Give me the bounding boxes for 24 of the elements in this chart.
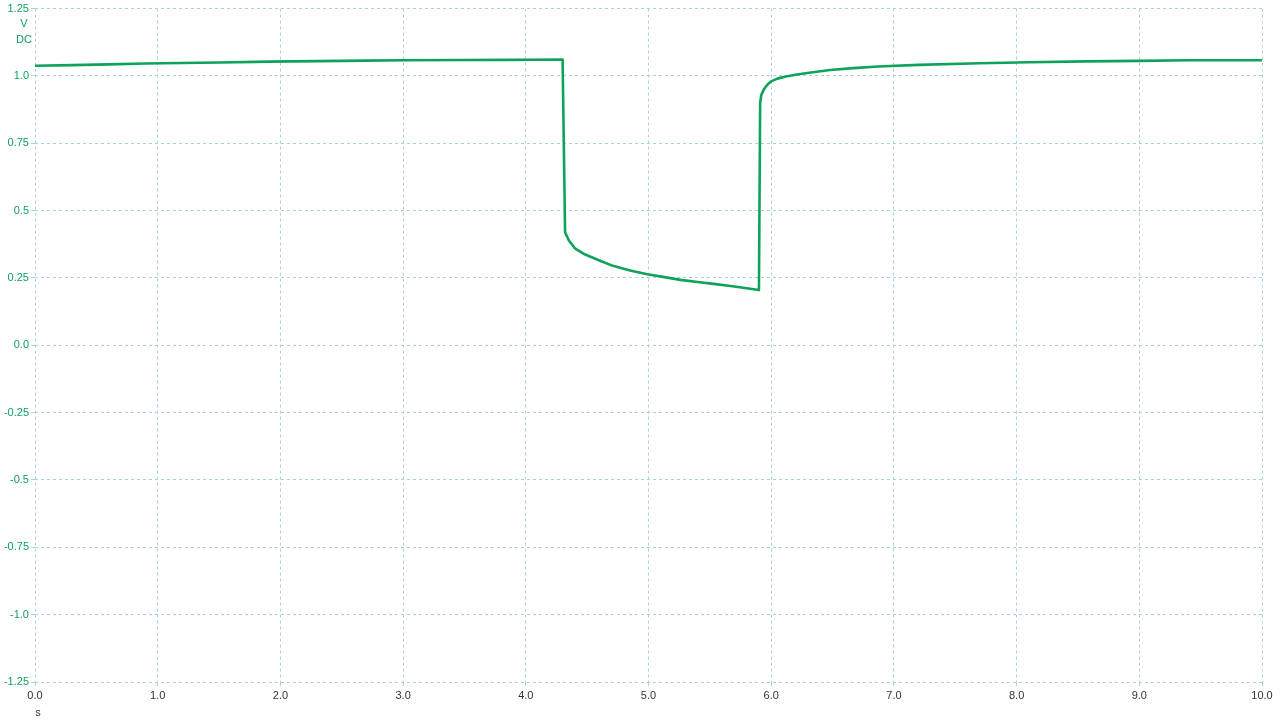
x-tick-label: 3.0 <box>395 688 411 701</box>
y-tick-label: -0.5 <box>10 473 29 486</box>
x-tick-label: 0.0 <box>27 688 43 701</box>
y-axis-title: V DC <box>16 16 32 45</box>
y-tick-label: -1.25 <box>3 675 29 688</box>
x-tick-label: 6.0 <box>763 688 779 701</box>
x-tick-label: 4.0 <box>518 688 534 701</box>
x-tick-label: 1.0 <box>150 688 166 701</box>
y-tick-label: 1.25 <box>7 1 29 14</box>
y-tick-label: 0.25 <box>7 270 29 283</box>
x-tick-label: 5.0 <box>640 688 657 701</box>
x-axis-title: s <box>35 706 42 719</box>
y-tick-label: 0.75 <box>7 136 29 149</box>
y-tick-label: 1.0 <box>13 68 29 81</box>
y-tick-label: -0.25 <box>3 405 29 418</box>
y-tick-label: -1.0 <box>10 607 29 620</box>
x-tick-label: 8.0 <box>1008 688 1025 701</box>
x-tick-label: 10.0 <box>1251 688 1273 701</box>
x-tick-label: 9.0 <box>1131 688 1147 701</box>
x-tick-label: 2.0 <box>272 688 289 701</box>
y-tick-label: 0.0 <box>13 338 29 351</box>
y-tick-label: -0.75 <box>3 540 29 553</box>
y-tick-label: 0.5 <box>13 203 29 216</box>
x-tick-label: 7.0 <box>886 688 902 701</box>
